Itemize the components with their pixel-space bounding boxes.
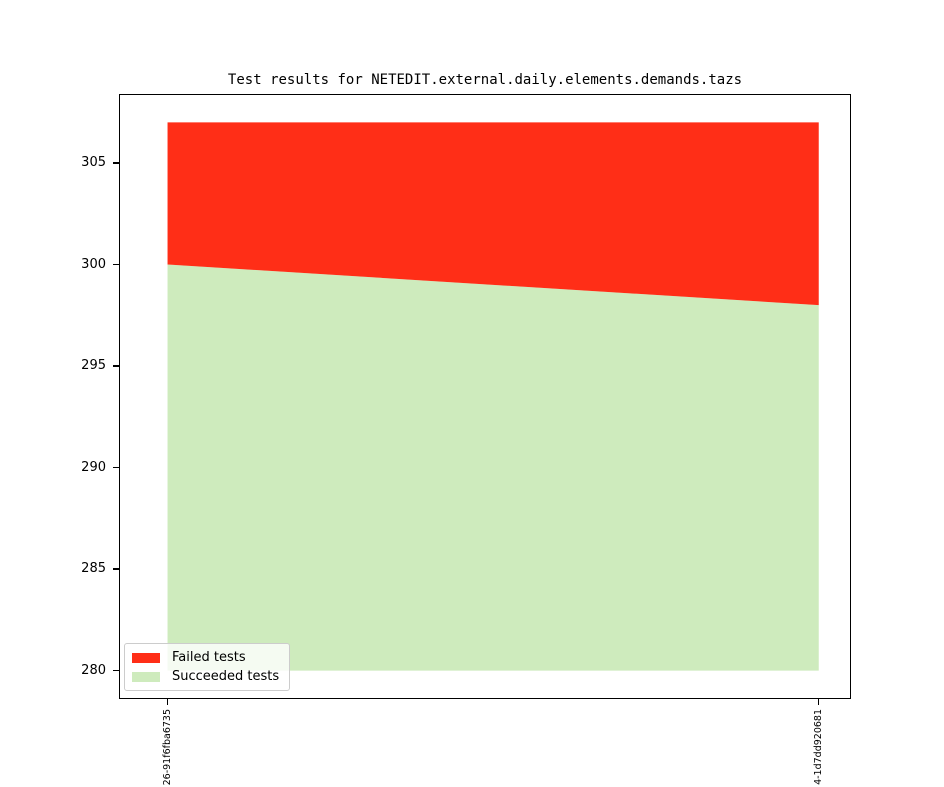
y-tick-label: 280: [81, 662, 106, 678]
y-tick-mark: [113, 568, 119, 570]
y-tick-mark: [113, 162, 119, 164]
plot-area: [119, 94, 851, 699]
legend-label: Failed tests: [172, 650, 246, 665]
y-tick-mark: [113, 466, 119, 469]
legend-swatch-icon: [132, 671, 160, 682]
legend-row: Failed tests: [132, 650, 279, 665]
x-tick-label: 4-1d7dd920681: [813, 709, 825, 785]
legend: Failed tests Succeeded tests: [124, 643, 291, 691]
y-tick-mark: [113, 365, 119, 367]
y-tick-mark: [113, 263, 119, 266]
area-failed-tests: [167, 122, 819, 306]
legend-label: Succeeded tests: [172, 669, 280, 684]
y-tick-label: 285: [81, 561, 106, 577]
x-tick-mark: [817, 699, 820, 705]
x-tick-label: 26-91f6fba6735: [162, 709, 174, 786]
area-succeeded-tests: [167, 264, 819, 671]
y-tick-mark: [113, 669, 119, 672]
x-tick-mark: [166, 699, 169, 705]
y-tick-label: 290: [81, 459, 106, 475]
legend-swatch-icon: [132, 652, 160, 663]
y-tick-label: 295: [81, 358, 106, 374]
stacked-area-chart: [167, 122, 819, 671]
y-tick-label: 305: [81, 155, 106, 170]
chart-title: Test results for NETEDIT.external.daily.…: [227, 72, 743, 88]
y-tick-label: 300: [81, 256, 106, 272]
legend-row: Succeeded tests: [132, 669, 279, 684]
